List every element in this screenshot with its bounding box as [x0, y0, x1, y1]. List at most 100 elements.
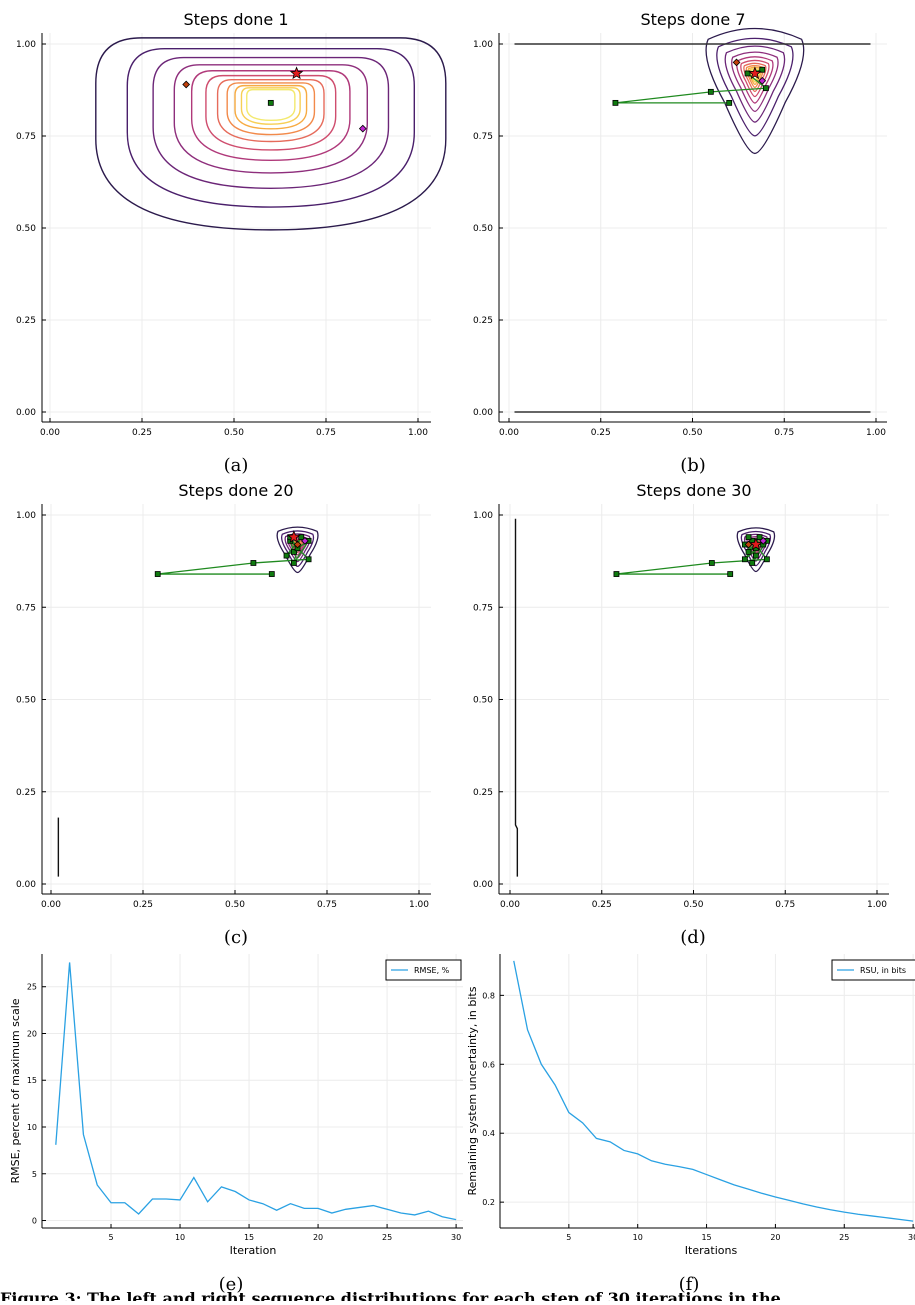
legend-label: RSU, in bits	[860, 966, 906, 975]
y-tick-label: 0.25	[473, 788, 493, 798]
contour-line	[724, 45, 786, 123]
x-tick-label: 25	[382, 1233, 392, 1242]
sample-marker	[305, 556, 312, 563]
sample-marker	[613, 571, 620, 577]
contour-line	[246, 88, 296, 122]
contour-line	[284, 533, 311, 563]
y-tick-label: 0.6	[482, 1060, 495, 1069]
x-tick-label: 30	[908, 1233, 915, 1242]
x-tick-label: 0.50	[224, 428, 244, 438]
sample-marker	[726, 99, 733, 106]
x-tick-label: 30	[451, 1233, 461, 1242]
x-tick-label: 0.00	[499, 428, 519, 438]
y-tick-label: 1.00	[16, 511, 36, 521]
legend-label: RMSE, %	[414, 966, 450, 975]
x-tick-label: 15	[701, 1233, 711, 1242]
sample-marker	[763, 85, 769, 92]
contour-line	[731, 51, 779, 113]
sample-marker	[268, 571, 275, 577]
contour-line	[740, 59, 770, 98]
x-tick-label: 1.00	[866, 428, 886, 438]
contour-line	[152, 56, 390, 189]
y-tick-label: 1.00	[16, 40, 36, 50]
contour-line	[190, 70, 351, 161]
y-tick-label: 0	[32, 1217, 37, 1226]
y-tick-label: 0.25	[16, 316, 36, 326]
x-tick-label: 0.25	[592, 900, 612, 910]
x-tick-label: 0.75	[316, 428, 336, 438]
y-tick-label: 0.25	[473, 316, 493, 326]
x-tick-label: 0.00	[40, 428, 60, 438]
contour-line	[216, 78, 325, 143]
sample-marker	[752, 552, 759, 559]
sample-marker	[749, 560, 756, 566]
panel-label-d: (d)	[680, 927, 706, 948]
x-tick-label: 0.75	[317, 900, 337, 910]
x-tick-label: 15	[244, 1233, 254, 1242]
x-tick-label: 0.50	[683, 900, 703, 910]
sample-marker	[154, 571, 161, 577]
panel-f-line-plot: 5 10 15 20 25 30 0.2 0.4 0.6 0.8 RSU, in bits Itera…	[466, 954, 915, 1257]
contour-line	[126, 47, 415, 208]
sample-marker	[745, 534, 752, 541]
y-tick-label: 0.50	[16, 696, 36, 706]
panel-e-line-plot: 5 10 15 20 25 30 0 5 10 15 20 25 RMSE, % Iteration RMS…	[9, 954, 463, 1257]
x-tick-label: 5	[108, 1233, 113, 1242]
x-tick-label: 0.50	[682, 428, 702, 438]
panel-label-e: (e)	[219, 1274, 244, 1295]
contour-line	[276, 526, 319, 574]
sample-marker	[756, 534, 763, 541]
x-tick-label: 1.00	[408, 428, 428, 438]
x-axis-label: Iteration	[230, 1244, 277, 1257]
y-tick-label: 0.75	[16, 132, 36, 142]
x-axis-label: Iterations	[685, 1244, 738, 1257]
y-tick-label: 5	[32, 1170, 37, 1179]
sample-marker	[744, 70, 751, 77]
x-tick-label: 0.25	[133, 900, 153, 910]
sample-marker	[290, 549, 297, 555]
y-tick-label: 1.00	[473, 511, 493, 521]
estimate-star-marker	[289, 66, 304, 80]
diamond-marker	[758, 76, 767, 85]
x-tick-label: 20	[313, 1233, 323, 1242]
contour-line	[736, 527, 776, 573]
diamond-marker	[732, 58, 741, 67]
legend-box	[385, 959, 462, 981]
sample-marker	[612, 99, 619, 106]
series-line	[55, 962, 457, 1221]
y-tick-label: 1.00	[473, 40, 493, 50]
x-tick-label: 0.00	[500, 900, 520, 910]
sample-marker	[298, 534, 305, 541]
y-tick-label: 0.50	[16, 224, 36, 234]
x-tick-label: 10	[633, 1233, 643, 1242]
diamond-marker	[358, 124, 367, 133]
y-tick-label: 0.00	[473, 880, 493, 890]
boundary-segment	[514, 518, 519, 877]
panel-label-c: (c)	[224, 927, 248, 948]
estimate-star-marker	[287, 530, 301, 543]
sample-marker	[283, 552, 290, 559]
y-tick-label: 0.75	[473, 603, 493, 613]
y-axis-label: RMSE, percent of maximum scale	[9, 998, 22, 1183]
sample-marker	[741, 556, 748, 563]
sample-marker	[764, 556, 770, 563]
x-tick-label: 0.25	[132, 428, 152, 438]
y-tick-label: 0.4	[482, 1129, 495, 1138]
contour-line	[234, 84, 308, 130]
y-tick-label: 0.75	[16, 603, 36, 613]
x-tick-label: 10	[175, 1233, 185, 1242]
sample-marker	[759, 66, 766, 73]
panel-c-contour-plot: Steps done 20 0.00 0.25 0.50 0.75 1.00 0.00 0.2…	[16, 481, 431, 910]
figure-caption-fragment: Figure 3: The left and right sequence di…	[0, 1289, 781, 1301]
panel-a-contour-plot: Steps done 1 0.00 0.25 0.50 0.75 1.00 0.00 0.25…	[16, 10, 447, 438]
diamond-marker	[301, 536, 309, 545]
sample-marker	[745, 549, 752, 555]
sample-marker	[727, 571, 734, 577]
x-tick-label: 0.00	[41, 900, 61, 910]
x-tick-label: 0.50	[225, 900, 245, 910]
y-tick-label: 0.2	[482, 1198, 495, 1207]
x-tick-label: 0.25	[591, 428, 611, 438]
diamond-marker	[182, 80, 191, 89]
sample-marker	[267, 99, 274, 106]
